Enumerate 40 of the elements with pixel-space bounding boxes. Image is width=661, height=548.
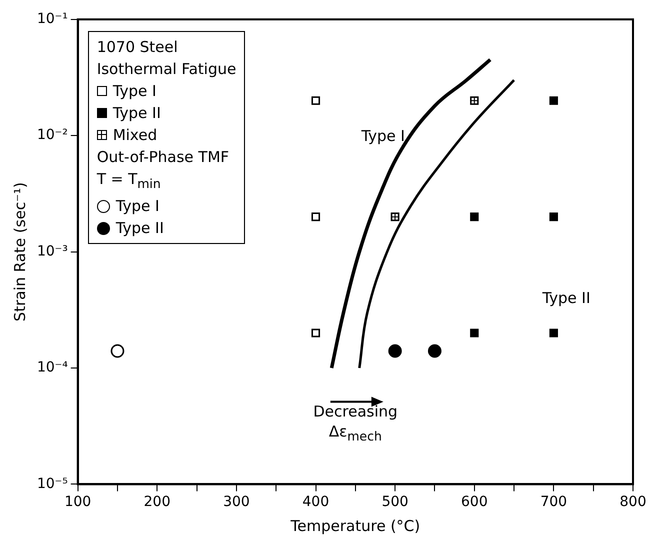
annotation: Decreasing Δε$_{mech}$ (312, 401, 399, 446)
annotation: Isothermal Fatigue (96, 59, 236, 80)
legend-label: Type I (116, 196, 160, 218)
line-series (358, 78, 516, 370)
annotation: T = T$_{min}$ (96, 169, 162, 194)
y-tick-label: 10⁻³ (36, 243, 68, 260)
legend-label: Type II (116, 218, 164, 240)
legend-label: Mixed (112, 125, 158, 146)
legend-title: 1070 Steel (96, 37, 179, 58)
x-axis-title: Temperature (°C) (290, 516, 420, 535)
point (428, 344, 442, 358)
point (470, 212, 479, 222)
point (549, 96, 558, 105)
x-tick-label: 200 (144, 494, 170, 510)
x-tick-label: 100 (64, 494, 92, 510)
x-tick-label: 800 (620, 494, 646, 510)
point (388, 344, 402, 358)
y-tick-label: 10⁻⁴ (36, 360, 68, 376)
point (549, 212, 558, 222)
legend-label: Type I (112, 81, 156, 102)
y-tick-label: 10⁻² (36, 127, 68, 144)
point (549, 328, 558, 338)
x-tick-label: 600 (461, 494, 488, 510)
y-tick-label: 10⁻¹ (36, 11, 68, 28)
x-tick-label: 500 (382, 494, 408, 510)
y-tick-label: 10⁻⁵ (36, 476, 68, 492)
point (470, 328, 479, 338)
annotation: Type I (360, 126, 406, 146)
x-tick-label: 300 (223, 494, 250, 510)
point (311, 328, 320, 338)
x-tick-label: 400 (302, 494, 330, 510)
x-tick-label: 700 (540, 494, 568, 510)
point (311, 212, 320, 222)
legend-label: Type II (112, 103, 161, 124)
y-axis-title: Strain Rate (sec⁻¹) (10, 182, 29, 322)
annotation: Type II (541, 288, 592, 308)
point (311, 96, 320, 105)
point (110, 344, 124, 358)
annotation: Out-of-Phase TMF (96, 147, 230, 168)
line-series (330, 58, 492, 370)
